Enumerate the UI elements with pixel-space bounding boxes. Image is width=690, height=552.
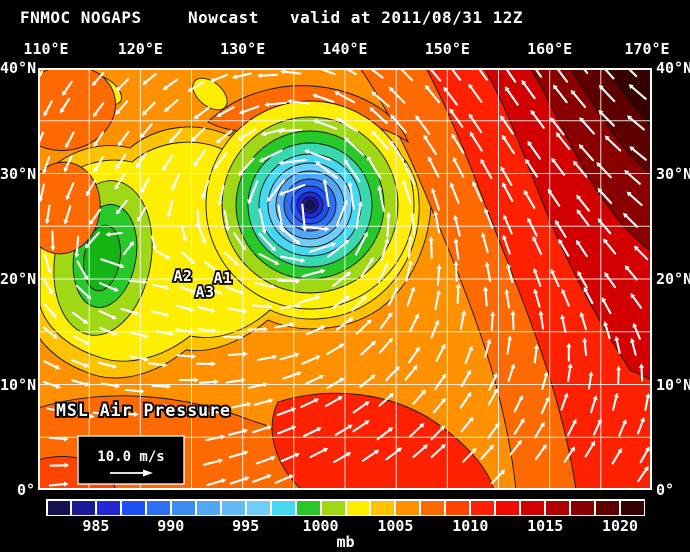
lat-label: 0° <box>656 481 675 499</box>
lat-label: 20°N <box>656 270 690 288</box>
lat-label: 0° <box>16 481 35 499</box>
colorbar-cell <box>471 500 495 515</box>
lat-label: 40°N <box>656 59 690 77</box>
colorbar-cell <box>47 500 71 515</box>
colorbar-cell <box>570 500 594 515</box>
colorbar-cell <box>446 500 470 515</box>
lon-label: 110°E <box>23 40 69 58</box>
wind-speed-legend: 10.0 m/s <box>77 435 185 485</box>
colorbar-cell <box>496 500 520 515</box>
lat-label: 10°N <box>656 375 690 394</box>
colorbar-cell <box>371 500 395 515</box>
colorbar-ticks: 985 990 995 1000 1005 1010 1015 1020 <box>46 517 645 535</box>
lat-label: 20°N <box>0 270 37 288</box>
product-name: Nowcast <box>188 8 259 27</box>
colorbar-cell <box>620 500 644 515</box>
colorbar-cell <box>296 500 320 515</box>
wind-speed-value: 10.0 m/s <box>97 449 164 465</box>
storm-label-a3: A3 <box>195 283 214 301</box>
colorbar-tick: 1000 <box>302 517 339 535</box>
lon-label: 120°E <box>117 40 163 58</box>
colorbar-tick: 995 <box>232 517 260 535</box>
colorbar-cell <box>147 500 171 515</box>
field-label: MSL Air Pressure <box>56 401 231 420</box>
colorbar-cell <box>271 500 295 515</box>
lat-label: 30°N <box>656 164 690 183</box>
colorbar-tick: 985 <box>82 517 110 535</box>
colorbar-cell <box>122 500 146 515</box>
colorbar-cell <box>197 500 220 515</box>
lon-label: 160°E <box>527 40 573 58</box>
storm-label-a1: A1 <box>213 269 232 287</box>
lon-label: 140°E <box>322 40 368 58</box>
colorbar-tick: 1010 <box>452 517 489 535</box>
colorbar-cell <box>97 500 121 515</box>
colorbar-cell <box>321 500 345 515</box>
colorbar-cell <box>72 500 96 515</box>
colorbar-cell <box>421 500 445 515</box>
colorbar-cell <box>246 500 270 515</box>
colorbar-cell <box>221 500 245 515</box>
colorbar <box>46 499 645 516</box>
wind-vectors <box>38 68 651 487</box>
colorbar-tick: 1015 <box>527 517 564 535</box>
lat-label: 40°N <box>0 59 37 77</box>
lon-label: 130°E <box>220 40 266 58</box>
lat-label: 10°N <box>0 375 37 394</box>
lat-label: 30°N <box>0 164 37 183</box>
colorbar-units: mb <box>336 533 355 551</box>
colorbar-tick: 1005 <box>377 517 414 535</box>
colorbar-cell <box>172 500 196 515</box>
map-border <box>38 68 652 490</box>
lon-label: 170°E <box>624 40 670 58</box>
wind-reference-arrow-icon <box>110 469 153 477</box>
valid-time: valid at 2011/08/31 12Z <box>290 8 524 27</box>
colorbar-cell <box>595 500 619 515</box>
colorbar-tick: 990 <box>157 517 185 535</box>
colorbar-cell <box>521 500 544 515</box>
model-name: FNMOC NOGAPS <box>20 8 142 27</box>
colorbar-cell <box>396 500 420 515</box>
storm-label-a2: A2 <box>173 267 192 285</box>
colorbar-cell <box>545 500 569 515</box>
colorbar-cell <box>346 500 370 515</box>
lon-label: 150°E <box>424 40 470 58</box>
colorbar-tick: 1020 <box>601 517 639 535</box>
